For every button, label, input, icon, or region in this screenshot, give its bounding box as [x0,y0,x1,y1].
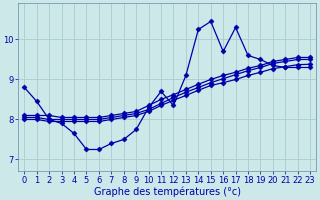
X-axis label: Graphe des températures (°c): Graphe des températures (°c) [94,186,241,197]
